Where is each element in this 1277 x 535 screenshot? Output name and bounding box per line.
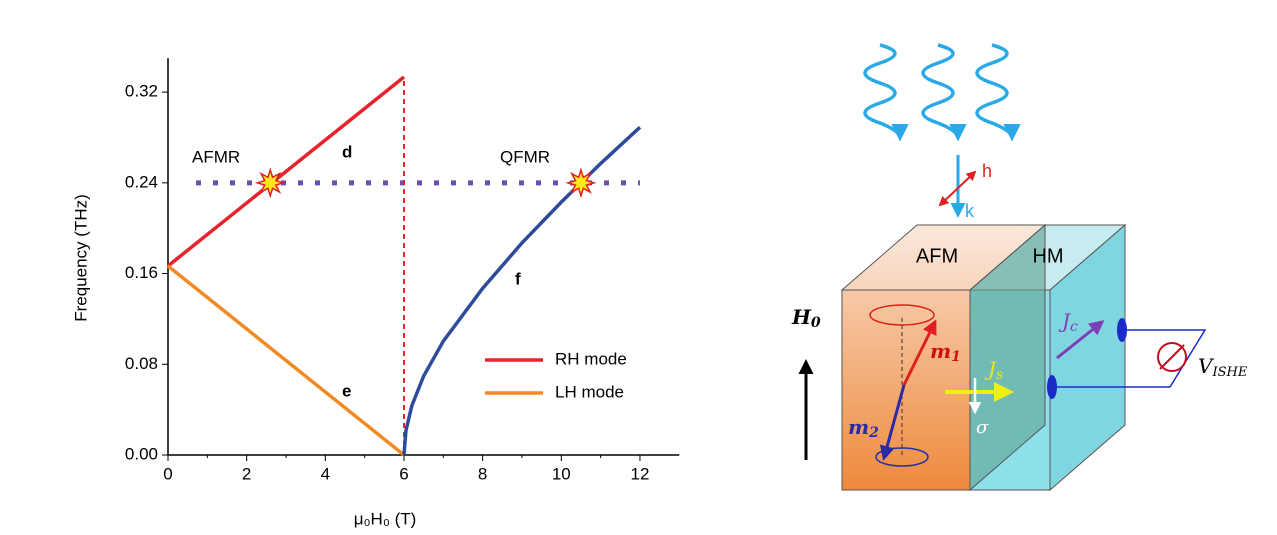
annotation: f xyxy=(515,269,521,288)
jc-arrow xyxy=(1056,320,1105,360)
annotation: QFMR xyxy=(500,147,550,166)
x-tick-label: 6 xyxy=(399,464,408,483)
annotation: AFMR xyxy=(192,147,240,166)
m2-sub: 2 xyxy=(868,425,879,441)
annotation: d xyxy=(342,142,352,161)
x-tick-label: 10 xyxy=(552,464,571,483)
x-tick-label: 2 xyxy=(242,464,251,483)
h0-text: H xyxy=(791,305,812,329)
chart: μ₀H₀ (T) Frequency (THz) 0 2 4 6 8 10 12 0.00 0.… xyxy=(71,58,680,528)
y-tick-label: 0.32 xyxy=(125,82,158,101)
v-text: V xyxy=(1198,354,1215,378)
x-axis-label: μ₀H₀ (T) xyxy=(354,509,417,528)
voltmeter xyxy=(1157,342,1187,372)
legend-label: LH mode xyxy=(555,382,624,401)
y-axis-label: Frequency (THz) xyxy=(71,194,90,322)
m1-arrow xyxy=(902,319,937,386)
k-label: k xyxy=(965,201,975,221)
contact xyxy=(1047,375,1057,399)
m2-text: m xyxy=(848,415,869,439)
afm-label: AFM xyxy=(916,245,958,267)
resonance-marker xyxy=(254,167,286,199)
wire xyxy=(1057,329,1207,388)
series-line xyxy=(402,125,642,456)
series-line xyxy=(166,264,406,457)
x-tick-label: 8 xyxy=(478,464,487,483)
hm-label: HM xyxy=(1032,245,1063,267)
voltmeter-needle xyxy=(1159,344,1185,370)
y-tick-label: 0.00 xyxy=(125,444,158,463)
interface xyxy=(969,223,1046,492)
y-tick-label: 0.24 xyxy=(125,172,158,191)
x-tick-label: 12 xyxy=(630,464,649,483)
contact xyxy=(1117,318,1127,342)
x-tick-label: 4 xyxy=(321,464,330,483)
h0-label: H0 xyxy=(791,305,821,332)
annotation: e xyxy=(342,381,351,400)
jc-label: Jc xyxy=(1058,309,1078,336)
h0-sub: 0 xyxy=(811,315,821,331)
m2-label: m2 xyxy=(848,415,879,442)
x-tick-label: 0 xyxy=(163,464,172,483)
m1-sub: 1 xyxy=(951,349,961,365)
v-sub: ISHE xyxy=(1211,365,1247,380)
m1-label: m1 xyxy=(930,339,961,366)
v-label: VISHE xyxy=(1198,354,1248,380)
h-arrow xyxy=(938,170,977,207)
js-sub: s xyxy=(996,367,1003,383)
diagram: h k AFM HM H0 m1 m2 Js σ Jc VISHE xyxy=(791,43,1248,492)
series-line xyxy=(166,75,406,268)
y-tick-label: 0.16 xyxy=(125,263,158,282)
js-label: Js xyxy=(984,357,1003,384)
jc-text: J xyxy=(1058,309,1071,333)
js-text: J xyxy=(984,357,997,381)
waves xyxy=(863,43,1021,142)
h-label: h xyxy=(982,161,992,181)
sigma-label: σ xyxy=(976,417,989,438)
legend-label: RH mode xyxy=(555,349,627,368)
y-tick-label: 0.08 xyxy=(125,354,158,373)
m2-arrow xyxy=(879,384,906,461)
m1-text: m xyxy=(930,339,951,363)
resonance-marker xyxy=(565,167,597,199)
jc-sub: c xyxy=(1070,319,1078,335)
